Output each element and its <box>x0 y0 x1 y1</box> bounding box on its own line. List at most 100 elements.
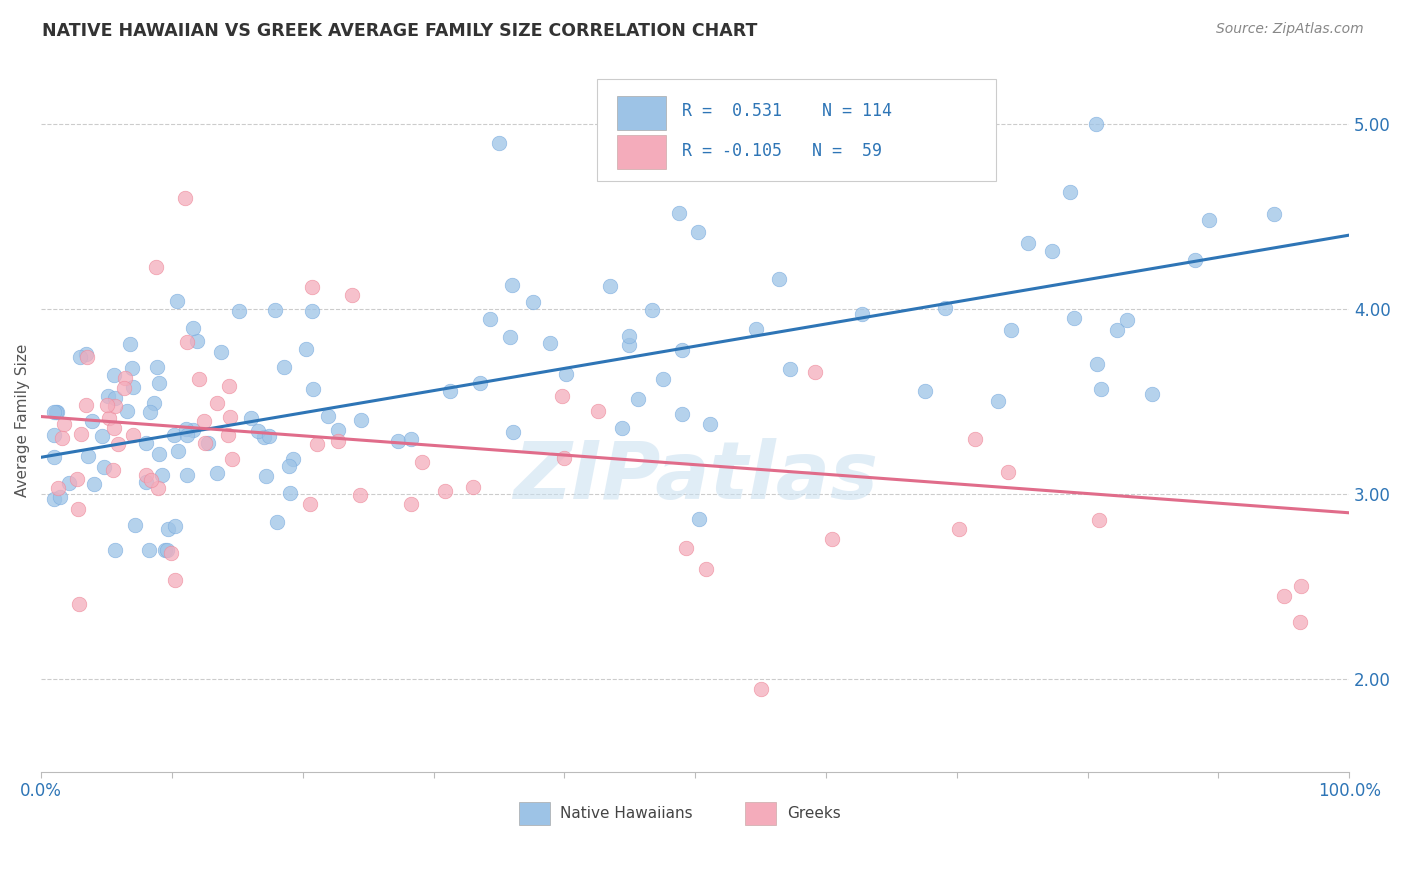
Point <box>627 392 650 406</box>
Point <box>101 463 124 477</box>
Text: R =  0.531    N = 114: R = 0.531 N = 114 <box>682 103 891 120</box>
Point <box>176 468 198 483</box>
Point <box>97 389 120 403</box>
Point <box>948 522 970 536</box>
Point <box>44 450 66 464</box>
Point <box>1088 513 1111 527</box>
Point <box>176 422 198 436</box>
Point <box>461 480 484 494</box>
Point <box>49 490 72 504</box>
Point <box>66 472 89 486</box>
Point <box>1288 615 1310 629</box>
Text: R = -0.105   N =  59: R = -0.105 N = 59 <box>682 142 882 160</box>
Point <box>83 477 105 491</box>
Point <box>318 409 340 424</box>
Point <box>501 278 523 293</box>
Y-axis label: Average Family Size: Average Family Size <box>15 343 30 497</box>
Point <box>768 272 790 286</box>
Point <box>121 361 143 376</box>
Point <box>58 475 80 490</box>
Point <box>468 376 491 390</box>
Point <box>205 396 228 410</box>
Point <box>749 681 772 696</box>
Point <box>280 485 302 500</box>
Point <box>1198 213 1220 227</box>
Point <box>77 449 100 463</box>
Point <box>155 542 177 557</box>
Point <box>93 460 115 475</box>
Point <box>744 322 766 336</box>
Point <box>148 481 170 495</box>
Point <box>45 405 67 419</box>
Point <box>686 225 709 239</box>
Point <box>1040 244 1063 259</box>
Point <box>821 532 844 546</box>
Point <box>387 434 409 448</box>
Point <box>301 280 323 294</box>
Point <box>104 400 127 414</box>
Point <box>668 206 690 220</box>
Point <box>934 301 956 315</box>
Point <box>44 427 66 442</box>
Point <box>599 279 621 293</box>
Point <box>263 302 285 317</box>
Point <box>326 434 349 449</box>
Point <box>193 413 215 427</box>
Point <box>914 384 936 399</box>
Point <box>44 404 66 418</box>
Point <box>219 410 242 425</box>
Point <box>278 459 301 474</box>
Point <box>273 359 295 374</box>
Point <box>675 541 697 555</box>
Point <box>166 444 188 458</box>
Point <box>75 346 97 360</box>
FancyBboxPatch shape <box>617 96 666 129</box>
Point <box>538 336 561 351</box>
Point <box>145 260 167 274</box>
Point <box>502 425 524 439</box>
Point <box>165 519 187 533</box>
Point <box>114 371 136 385</box>
Point <box>302 382 325 396</box>
Point <box>499 329 522 343</box>
Point <box>488 136 510 150</box>
Point <box>121 380 143 394</box>
Point <box>166 293 188 308</box>
Point <box>851 307 873 321</box>
Point <box>1184 253 1206 268</box>
Point <box>66 501 89 516</box>
Point <box>165 574 187 588</box>
Point <box>207 466 229 480</box>
Point <box>160 546 183 560</box>
Point <box>45 405 67 419</box>
Point <box>695 562 717 576</box>
Point <box>399 497 422 511</box>
Point <box>997 465 1019 479</box>
Point <box>141 473 163 487</box>
Point <box>299 497 322 511</box>
Point <box>135 468 157 483</box>
Point <box>218 378 240 392</box>
Point <box>1116 313 1139 327</box>
Point <box>176 428 198 442</box>
Point <box>553 450 575 465</box>
Point <box>150 468 173 483</box>
Point <box>522 294 544 309</box>
Point <box>1090 383 1112 397</box>
Point <box>176 334 198 349</box>
Point <box>70 427 93 442</box>
Point <box>124 517 146 532</box>
Point <box>439 384 461 399</box>
Point <box>1085 357 1108 371</box>
Point <box>307 436 329 450</box>
Point <box>115 404 138 418</box>
Point <box>187 372 209 386</box>
Point <box>259 429 281 443</box>
Point <box>283 452 305 467</box>
Point <box>221 452 243 467</box>
Point <box>688 512 710 526</box>
Point <box>143 396 166 410</box>
Point <box>104 391 127 405</box>
Point <box>295 342 318 356</box>
Point <box>1017 235 1039 250</box>
